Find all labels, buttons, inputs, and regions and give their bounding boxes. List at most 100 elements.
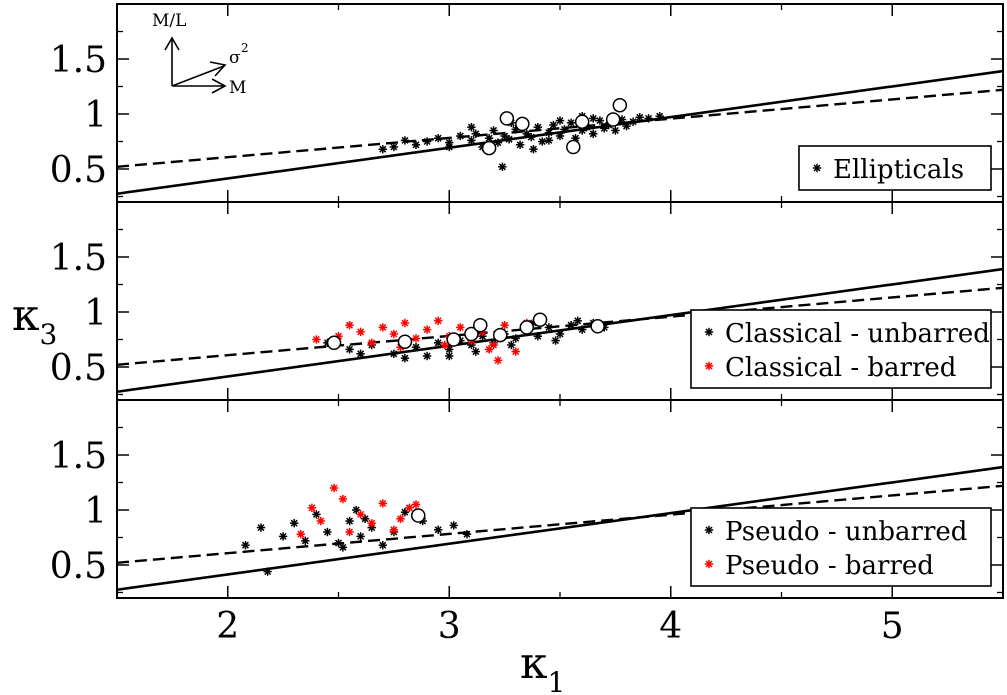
asterisk-point (400, 136, 410, 145)
legend-marker (704, 559, 714, 569)
asterisk-point-stroke (538, 137, 546, 146)
asterisk-point-stroke (401, 136, 409, 144)
asterisk-point (290, 519, 299, 528)
asterisk-point (434, 316, 443, 325)
asterisk-point-stroke (467, 123, 475, 131)
legend-pseudo: Pseudo - unbarred Pseudo - barred (690, 507, 992, 587)
asterisk-point (422, 325, 432, 334)
legend-marker (812, 163, 822, 173)
asterisk-point (323, 527, 332, 537)
asterisk-point-stroke (412, 343, 420, 351)
asterisk-point-stroke (441, 341, 449, 349)
asterisk-point-stroke (368, 519, 376, 527)
open-circle-point (464, 326, 479, 342)
legend-ellipticals: Ellipticals (798, 145, 992, 191)
mass-arrow-head (211, 78, 227, 94)
asterisk-point (434, 525, 443, 534)
asterisk-point (504, 135, 514, 144)
asterisk-point (434, 338, 443, 347)
asterisk-point-stroke (312, 335, 320, 344)
asterisk-point-stroke (361, 515, 369, 523)
asterisk-point-stroke (346, 517, 354, 525)
panels-group: 0.5 1 1.5 Ellipticals 0.5 1 1.5 Classical - unb… (50, 3, 1004, 599)
asterisk-point-stroke (334, 539, 343, 547)
asterisk-point-stroke (456, 132, 464, 140)
y-tick-label: 0.5 (50, 150, 107, 191)
asterisk-point (356, 510, 365, 519)
dashed-fit-line (117, 88, 1003, 168)
asterisk-point-stroke (379, 145, 387, 153)
asterisk-point-stroke (368, 339, 376, 347)
legend-box (690, 309, 992, 389)
asterisk-point (544, 323, 554, 332)
asterisk-point-stroke (560, 125, 568, 133)
asterisk-point (600, 124, 609, 133)
ml-arrow-head (164, 36, 180, 51)
asterisk-point (511, 334, 520, 343)
asterisk-point-stroke (317, 517, 325, 525)
asterisk-point (389, 349, 399, 358)
asterisk-point-stroke (549, 121, 557, 129)
asterisk-point-stroke (379, 323, 387, 331)
asterisk-point (378, 541, 387, 550)
open-circle-point (590, 319, 605, 334)
panel-plot-area (117, 267, 1003, 394)
asterisk-point-stroke (346, 528, 354, 536)
asterisk-point (378, 145, 387, 154)
legend-marker-stroke (705, 526, 713, 534)
y-tick-label: 0.5 (50, 348, 107, 389)
asterisk-point-stroke (656, 112, 664, 120)
asterisk-point-stroke (456, 323, 464, 331)
asterisk-point (356, 349, 365, 358)
asterisk-point (411, 140, 421, 149)
open-circle-point (326, 335, 342, 351)
asterisk-point-stroke (463, 530, 471, 538)
sigma-arrow (171, 65, 225, 87)
legend-label: Classical - unbarred (725, 319, 990, 349)
asterisk-point-stroke (257, 524, 265, 532)
asterisk-point (500, 131, 509, 141)
asterisk-point-stroke (357, 532, 365, 540)
asterisk-point-stroke (534, 332, 542, 340)
asterisk-point-stroke (445, 352, 453, 360)
asterisk-point-stroke (512, 334, 520, 342)
asterisk-point-stroke (512, 348, 520, 356)
asterisk-point-stroke (472, 130, 480, 138)
asterisk-point-stroke (423, 326, 431, 334)
asterisk-point-stroke (629, 118, 637, 126)
asterisk-point (389, 329, 399, 339)
asterisk-point-stroke (308, 504, 316, 512)
sigma-arrow-exponent: 2 (241, 41, 249, 55)
asterisk-point-stroke (589, 130, 597, 138)
asterisk-point (493, 138, 503, 147)
asterisk-point-stroke (423, 137, 431, 146)
asterisk-point-stroke (485, 134, 493, 142)
y-tick-label: 1 (84, 95, 107, 136)
asterisk-point-stroke (412, 141, 420, 149)
open-circle-point (446, 332, 461, 347)
asterisk-point (549, 120, 558, 130)
asterisk-point (422, 351, 432, 361)
asterisk-point-stroke (301, 537, 309, 545)
asterisk-point-stroke (507, 341, 515, 349)
asterisk-point (345, 527, 354, 537)
open-circle-point (515, 116, 530, 132)
asterisk-point (555, 131, 565, 141)
asterisk-point (400, 318, 410, 328)
legend-label: Pseudo - barred (725, 551, 934, 581)
legend-marker-stroke (813, 164, 821, 172)
asterisk-point-stroke (472, 348, 480, 356)
asterisk-point-stroke (390, 330, 398, 338)
asterisk-point-stroke (545, 323, 553, 331)
asterisk-point-stroke (401, 319, 409, 327)
asterisk-point (578, 325, 587, 334)
asterisk-point-stroke (352, 506, 360, 514)
asterisk-point (445, 351, 454, 361)
x-axis-label: κ1 (520, 638, 565, 695)
open-circle-point (566, 139, 581, 155)
asterisk-point-stroke (346, 345, 354, 353)
asterisk-point-stroke (434, 317, 442, 325)
open-circle-point (492, 327, 508, 343)
asterisk-point (467, 136, 476, 145)
legend-marker-stroke (705, 328, 713, 336)
